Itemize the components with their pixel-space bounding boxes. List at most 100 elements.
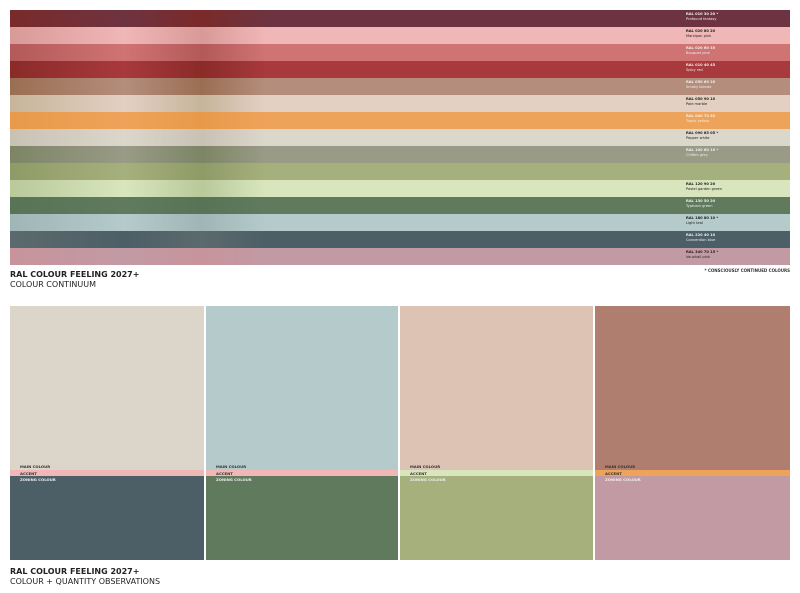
colour-name: Vauxhall pink — [686, 254, 711, 259]
colour-label: RAL 050 90 10 Pale marble — [686, 97, 715, 106]
mood-photo-strip — [10, 27, 266, 44]
colour-code: RAL 130 50 20 — [686, 199, 716, 203]
colour-code: RAL 100 60 10 * — [686, 148, 719, 152]
colour-name: Typhoon green — [686, 203, 713, 208]
colour-name: Pastel garden green — [686, 186, 723, 191]
colour-strip: RAL 050 90 10 Pale marble — [10, 95, 790, 112]
colour-name: Marzipan pink — [686, 33, 712, 38]
colour-code: RAL 090 85 05 * — [686, 131, 719, 135]
colour-strip: RAL 220 40 10 Convention blue — [10, 231, 790, 248]
colour-code: RAL 120 90 20 — [686, 182, 716, 186]
mood-photo-strip — [10, 231, 266, 248]
accent-colour-band — [10, 470, 204, 476]
colour-code: RAL 220 40 10 — [686, 233, 716, 237]
colour-label: RAL 120 90 20 Pastel garden green — [686, 182, 722, 191]
colour-name: Profound fantasy — [686, 16, 717, 21]
zoning-colour-label: ZONING COLOUR — [20, 477, 56, 482]
colour-strip: RAL 090 85 05 * Pepper white — [10, 129, 790, 146]
mood-photo-strip — [10, 146, 266, 163]
colour-label: RAL 020 60 35 Bouquet pink — [686, 46, 715, 55]
colour-strip: RAL 040 70 50 Tropic yellow — [10, 112, 790, 129]
colour-strip: RAL 050 60 20 Smoky blonde — [10, 78, 790, 95]
colour-name: Pale marble — [686, 101, 708, 106]
colour-label: RAL 220 40 10 Convention blue — [686, 233, 715, 242]
colour-strip: RAL 180 80 10 * Light teal — [10, 214, 790, 231]
colour-code: RAL 040 70 50 — [686, 114, 716, 118]
colour-label: RAL 010 30 20 * Profound fantasy — [686, 12, 718, 21]
colour-strip: RAL 010 30 20 * Profound fantasy — [10, 10, 790, 27]
colour-label: RAL 050 60 20 Smoky blonde — [686, 80, 715, 89]
colour-code: RAL 180 80 10 * — [686, 216, 719, 220]
zoning-colour-block — [10, 476, 204, 560]
accent-colour-band — [206, 470, 398, 476]
colour-code: RAL 020 60 35 — [686, 46, 716, 50]
colour-strip: RAL 100 60 10 * Chiffon grey — [10, 146, 790, 163]
accent-colour-band — [400, 470, 593, 476]
continuum-title: RAL COLOUR FEELING 2027+ — [10, 270, 140, 279]
colour-panel: MAIN COLOUR ACCENT ZONING COLOUR — [206, 306, 398, 560]
mood-photo-strip — [10, 214, 266, 231]
colour-strip: RAL 020 80 20 Marzipan pink — [10, 27, 790, 44]
colour-name: Chiffon grey — [686, 152, 708, 157]
main-colour-label: MAIN COLOUR — [20, 464, 51, 469]
colour-label: RAL 180 80 10 * Light teal — [686, 216, 718, 225]
zoning-colour-label: ZONING COLOUR — [216, 477, 252, 482]
colour-code: RAL 010 40 45 — [686, 63, 716, 67]
observations-subtitle: COLOUR + QUANTITY OBSERVATIONS — [10, 577, 161, 586]
colour-code: RAL 050 60 20 — [686, 80, 716, 84]
colour-panel: MAIN COLOUR ACCENT ZONING COLOUR — [400, 306, 593, 560]
colour-code: RAL 020 80 20 — [686, 29, 716, 33]
mood-photo-strip — [10, 129, 266, 146]
zoning-colour-block — [206, 476, 398, 560]
colour-label: RAL 040 70 50 Tropic yellow — [686, 114, 715, 123]
colour-strip: RAL 020 60 35 Bouquet pink — [10, 44, 790, 61]
accent-label: ACCENT — [410, 471, 427, 476]
colour-strip: RAL 010 40 45 Spicy red — [10, 61, 790, 78]
colour-label: RAL 340 70 15 * Vauxhall pink — [686, 250, 718, 259]
colour-name: Smoky blonde — [686, 84, 712, 89]
colour-name: Pepper white — [686, 135, 710, 140]
colour-continuum-strips: RAL 010 30 20 * Profound fantasy RAL 020 8… — [10, 10, 790, 265]
colour-name: Bouquet pink — [686, 50, 710, 55]
colour-strip — [10, 163, 790, 180]
observations-title-block: RAL COLOUR FEELING 2027+ COLOUR + QUANTI… — [10, 567, 160, 587]
main-colour-label: MAIN COLOUR — [410, 464, 441, 469]
colour-name: Spicy red — [686, 67, 703, 72]
colour-label: RAL 010 40 45 Spicy red — [686, 63, 715, 72]
continuum-title-block: RAL COLOUR FEELING 2027+ COLOUR CONTINUU… — [10, 270, 139, 290]
continued-colours-note: * CONSCIOUSLY CONTINUED COLOURS — [704, 268, 790, 273]
colour-strip: RAL 120 90 20 Pastel garden green — [10, 180, 790, 197]
main-colour-block — [595, 306, 790, 470]
colour-panel: MAIN COLOUR ACCENT ZONING COLOUR — [595, 306, 790, 560]
zoning-colour-label: ZONING COLOUR — [605, 477, 641, 482]
colour-code: RAL 010 30 20 * — [686, 12, 719, 16]
colour-name: Light teal — [686, 220, 703, 225]
accent-label: ACCENT — [605, 471, 622, 476]
mood-photo-strip — [10, 95, 266, 112]
main-colour-block — [206, 306, 398, 470]
colour-name: Tropic yellow — [686, 118, 710, 123]
colour-label: RAL 100 60 10 * Chiffon grey — [686, 148, 718, 157]
mood-photo-strip — [10, 61, 266, 78]
colour-label: RAL 020 80 20 Marzipan pink — [686, 29, 715, 38]
main-colour-label: MAIN COLOUR — [216, 464, 247, 469]
mood-photo-strip — [10, 163, 266, 180]
colour-panel: MAIN COLOUR ACCENT ZONING COLOUR — [10, 306, 204, 560]
accent-label: ACCENT — [216, 471, 233, 476]
main-colour-block — [400, 306, 593, 470]
mood-photo-strip — [10, 197, 266, 214]
colour-strip: RAL 340 70 15 * Vauxhall pink — [10, 248, 790, 265]
zoning-colour-block — [595, 476, 790, 560]
colour-code: RAL 340 70 15 * — [686, 250, 719, 254]
mood-photo-strip — [10, 78, 266, 95]
main-colour-label: MAIN COLOUR — [605, 464, 636, 469]
zoning-colour-block — [400, 476, 593, 560]
colour-name: Convention blue — [686, 237, 716, 242]
colour-label: RAL 130 50 20 Typhoon green — [686, 199, 715, 208]
mood-photo-strip — [10, 112, 266, 129]
mood-photo-strip — [10, 10, 266, 27]
colour-label: RAL 090 85 05 * Pepper white — [686, 131, 718, 140]
mood-photo-strip — [10, 44, 266, 61]
main-colour-block — [10, 306, 204, 470]
continuum-subtitle: COLOUR CONTINUUM — [10, 280, 97, 289]
